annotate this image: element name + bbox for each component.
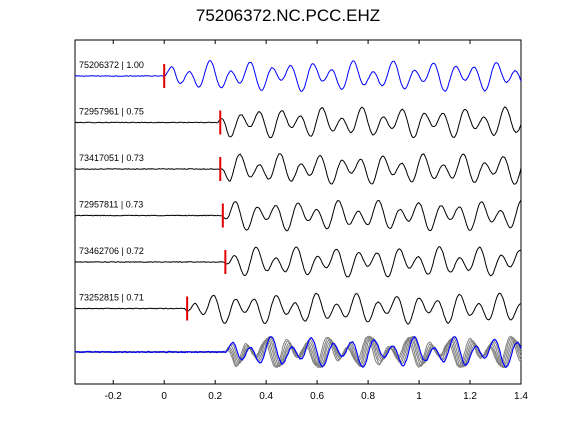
x-tick-label: -0.2 bbox=[105, 391, 123, 402]
x-tick-label: 0.4 bbox=[259, 391, 273, 402]
x-axis: -0.2 0 0.2 0.4 0.6 0.8 1 1.2 1.4 bbox=[105, 40, 528, 402]
trace-label: 73252815 | 0.71 bbox=[79, 293, 144, 303]
trace-line bbox=[74, 60, 522, 92]
trace-line bbox=[75, 153, 522, 185]
trace-label: 73462706 | 0.72 bbox=[79, 246, 144, 256]
traces-group: 75206372 | 1.00 72957961 | 0.75 73417051 |… bbox=[74, 60, 522, 325]
chart-title: 75206372.NC.PCC.EHZ bbox=[195, 6, 381, 25]
trace-line bbox=[74, 246, 522, 278]
trace-line bbox=[74, 292, 522, 325]
x-tick-label: 1.2 bbox=[463, 391, 477, 402]
trace-line bbox=[74, 199, 522, 232]
stack-group bbox=[74, 335, 522, 369]
trace-label: 73417051 | 0.73 bbox=[79, 153, 144, 163]
stack-trace-line bbox=[74, 335, 522, 369]
x-tick-label: 0.2 bbox=[208, 391, 222, 402]
x-tick-label: 1.4 bbox=[514, 391, 528, 402]
x-tick-label: 0.6 bbox=[310, 391, 324, 402]
plot-frame bbox=[74, 39, 522, 385]
trace-label: 72957811 | 0.73 bbox=[79, 200, 143, 210]
trace-label: 75206372 | 1.00 bbox=[79, 60, 144, 70]
trace-label: 72957961 | 0.75 bbox=[79, 107, 144, 117]
trace-line bbox=[74, 106, 522, 139]
x-tick-label: 1 bbox=[416, 391, 422, 402]
x-tick-label: 0.8 bbox=[361, 391, 375, 402]
x-tick-label: 0 bbox=[161, 391, 167, 402]
